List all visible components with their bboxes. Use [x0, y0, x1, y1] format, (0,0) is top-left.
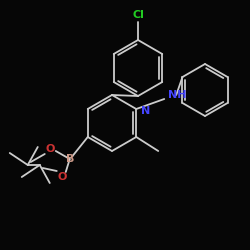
Text: N: N [141, 106, 150, 116]
Text: Cl: Cl [132, 10, 144, 20]
Text: NH: NH [168, 90, 187, 100]
Text: O: O [57, 172, 66, 182]
Text: O: O [45, 144, 54, 154]
Text: B: B [66, 154, 74, 164]
